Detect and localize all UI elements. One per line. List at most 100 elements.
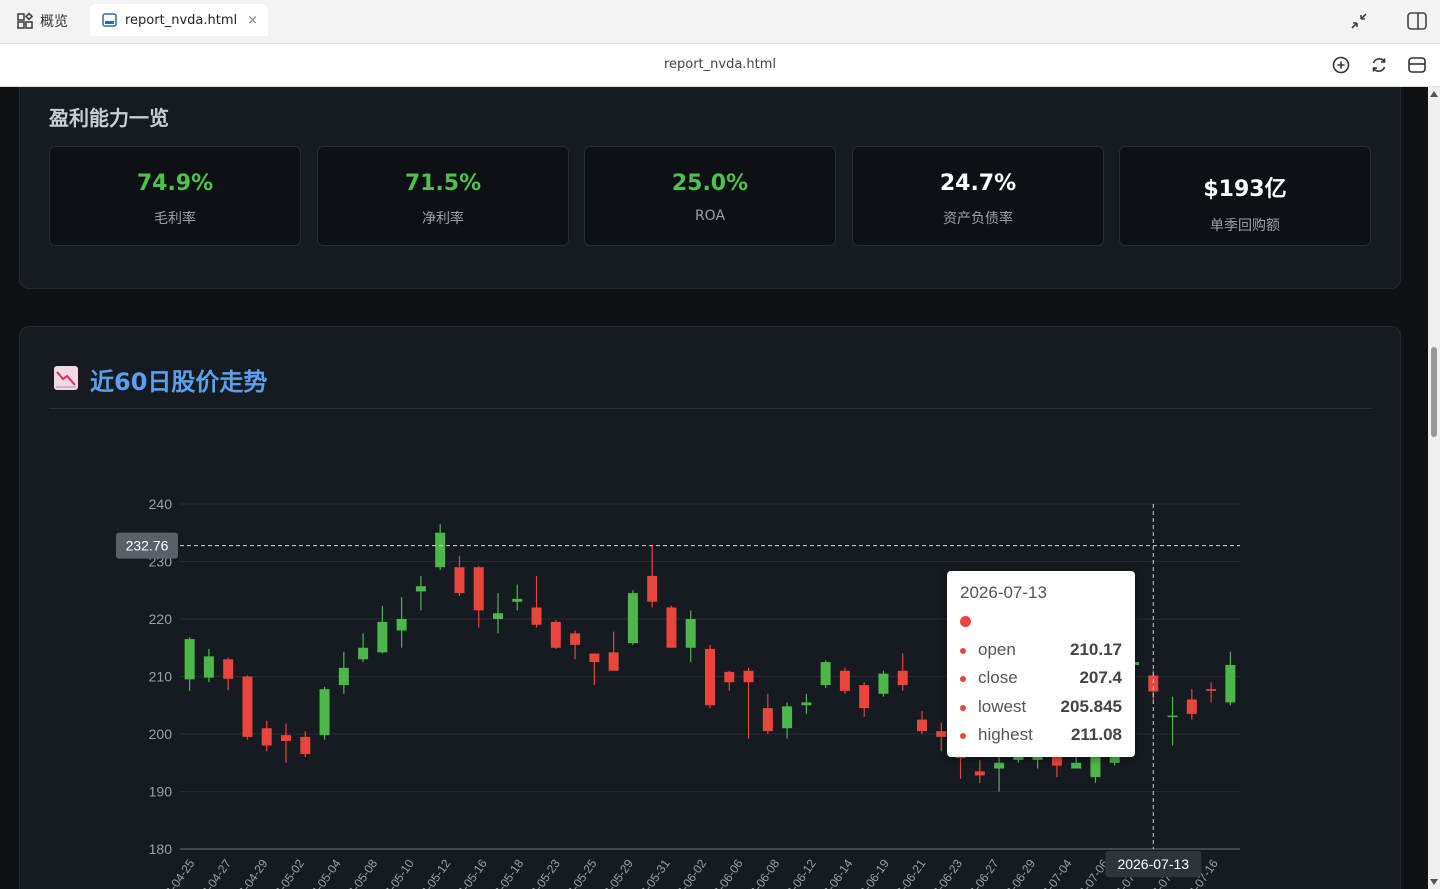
x-tick-label: 26-05-10 [378,856,417,889]
x-tick-label: 26-05-16 [451,856,490,889]
x-tick-label: 26-05-08 [341,856,380,889]
x-tick-label: 26-05-29 [597,856,636,889]
scroll-thumb[interactable] [1431,347,1437,437]
metric-value: 25.0% [585,171,835,196]
candle-body [647,576,657,602]
chart-tooltip: 2026-07-13 open 210.17 close 207.4 lowest 2… [947,571,1135,757]
x-tick-label: 26-05-04 [305,856,344,889]
tab-bar: 概览 report_nvda.html × [0,0,1440,44]
scroll-down-arrow[interactable] [1430,879,1438,885]
tab-overview[interactable]: 概览 [14,9,68,33]
metric-label: 毛利率 [50,208,300,228]
y-tick-label: 240 [149,496,173,512]
tooltip-row-name: lowest [978,697,1026,716]
page-viewport: 盈利能力一览 74.9% 毛利率 71.5% 净利率 25.0% ROA 24.… [0,87,1428,889]
candle-body [358,648,368,660]
x-tick-label: 26-06-02 [670,856,709,889]
candle-body [994,763,1004,769]
candle-body [512,599,522,602]
profitability-card: 盈利能力一览 74.9% 毛利率 71.5% 净利率 25.0% ROA 24.… [19,87,1401,289]
candle-body [281,735,291,741]
tooltip-row: highest 211.08 [960,725,1122,747]
metric-label: 净利率 [318,208,568,228]
metric-label: 资产负债率 [853,208,1103,228]
tooltip-row: close 207.4 [960,668,1122,690]
tooltip-series-marker [960,616,971,627]
add-annotation-icon[interactable] [1330,54,1352,76]
address-bar: report_nvda.html [0,44,1440,87]
tab-close-button[interactable]: × [247,13,258,28]
candle-body [242,677,252,737]
x-tick-label: 26-06-27 [963,856,1002,889]
candle-body [763,708,773,731]
html-file-icon [102,13,117,27]
sidebar-toggle-icon[interactable] [1406,10,1428,32]
candle-body [435,533,445,568]
tab-report-nvda[interactable]: report_nvda.html × [90,4,268,36]
candle-body [821,662,831,685]
candle-body [262,728,272,745]
tooltip-row-name: close [978,668,1018,687]
tooltip-row-name: open [978,640,1016,659]
candle-body [589,654,599,663]
x-tick-label: 26-05-25 [560,856,599,889]
crosshair-y-label: 232.76 [126,538,169,554]
candle-body [1168,716,1178,718]
tab-overview-label: 概览 [40,11,68,31]
candle-body [204,656,214,677]
metric-card: 71.5% 净利率 [317,146,569,246]
page-scrollbar[interactable] [1428,87,1440,889]
metric-value: 74.9% [50,171,300,196]
candle-body [609,652,619,670]
candle-body [474,567,484,610]
tooltip-row: lowest 205.845 [960,697,1122,719]
tooltip-row: open 210.17 [960,640,1122,662]
candle-body [936,731,946,737]
y-tick-label: 200 [149,726,173,742]
metric-card: 25.0% ROA [584,146,836,246]
metric-value: 24.7% [853,171,1103,196]
candle-body [686,619,696,648]
scroll-up-arrow[interactable] [1430,91,1438,97]
x-tick-label: 26-07-04 [1036,856,1075,889]
candle-body [320,689,330,735]
x-tick-label: 26-05-02 [268,856,307,889]
crosshair-x-label: 2026-07-13 [1117,856,1189,872]
candle-body [1052,757,1062,766]
tooltip-row-value: 205.845 [1061,697,1122,717]
candle-body [782,706,792,728]
candle-body [724,672,734,682]
y-tick-label: 180 [149,841,173,857]
tooltip-date: 2026-07-13 [960,583,1047,603]
x-tick-label: 26-06-08 [743,856,782,889]
metric-value: 71.5% [318,171,568,196]
metric-card: 74.9% 毛利率 [49,146,301,246]
metric-card: 24.7% 资产负债率 [852,146,1104,246]
x-tick-label: 26-06-12 [780,856,819,889]
candle-body [705,649,715,705]
candle-body [532,608,542,625]
candle-body [185,639,195,679]
candle-body [975,771,985,775]
x-tick-label: 26-05-31 [634,856,673,889]
candle-body [840,671,850,691]
x-tick-label: 26-06-06 [707,856,746,889]
collapse-icon[interactable] [1348,10,1370,32]
y-tick-label: 220 [149,611,173,627]
tooltip-row-value: 211.08 [1071,725,1122,745]
candle-body [570,633,580,645]
y-tick-label: 210 [149,669,173,685]
panel-icon[interactable] [1406,54,1428,76]
refresh-icon[interactable] [1368,54,1390,76]
candle-body [1033,757,1043,760]
candle-body [397,619,407,631]
candle-body [377,622,387,652]
x-tick-label: 26-06-21 [889,856,928,889]
metric-value: $193亿 [1120,171,1370,203]
address-url[interactable]: report_nvda.html [0,57,1440,72]
x-tick-label: 26-04-25 [158,856,197,889]
candle-body [666,608,676,648]
candlestick-chart[interactable]: 18019020021022023024026-04-2526-04-2726-… [20,327,1402,889]
x-tick-label: 26-05-23 [524,856,563,889]
profitability-title: 盈利能力一览 [49,102,169,131]
